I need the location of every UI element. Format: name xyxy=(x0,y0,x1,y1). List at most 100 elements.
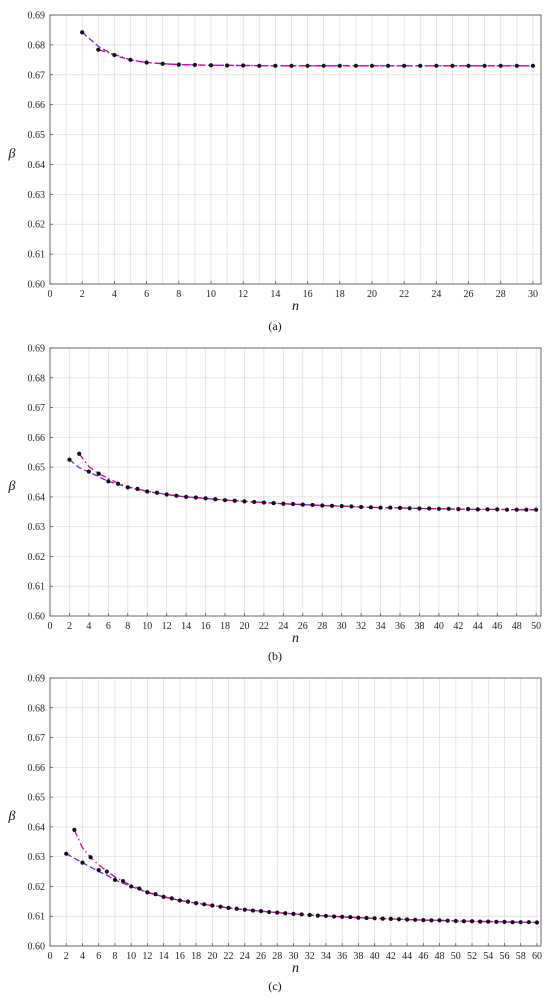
data-point xyxy=(518,920,523,925)
x-tick-label: 38 xyxy=(414,621,424,632)
x-axis-label: n xyxy=(292,299,299,314)
y-tick-label: 0.67 xyxy=(28,733,46,744)
data-point xyxy=(504,507,510,512)
data-point xyxy=(289,63,294,68)
data-point xyxy=(453,918,458,924)
data-point xyxy=(64,851,69,856)
x-tick-label: 16 xyxy=(201,621,211,632)
x-tick-label: 30 xyxy=(337,621,347,632)
x-tick-label: 16 xyxy=(303,289,313,300)
data-point xyxy=(291,911,296,916)
data-point xyxy=(385,63,391,68)
data-point xyxy=(232,498,237,503)
y-tick-label: 0.67 xyxy=(28,70,46,81)
y-tick-label: 0.65 xyxy=(28,463,46,474)
data-point xyxy=(144,60,149,65)
data-point xyxy=(510,920,515,925)
x-tick-label: 20 xyxy=(367,289,377,300)
data-point xyxy=(388,505,393,510)
y-tick-label: 0.61 xyxy=(28,250,46,261)
data-point xyxy=(164,492,169,497)
data-point xyxy=(445,918,450,923)
y-tick-label: 0.68 xyxy=(28,373,46,384)
data-point xyxy=(273,63,278,68)
data-point xyxy=(242,499,247,504)
x-tick-label: 54 xyxy=(483,951,493,962)
data-point xyxy=(321,63,326,68)
x-tick-label: 22 xyxy=(399,289,409,300)
data-point xyxy=(396,917,402,922)
x-tick-label: 32 xyxy=(356,621,366,632)
y-tick-label: 0.61 xyxy=(28,912,46,923)
data-point xyxy=(368,505,373,510)
data-point xyxy=(359,504,364,510)
y-tick-label: 0.63 xyxy=(28,190,46,201)
y-tick-label: 0.69 xyxy=(28,674,46,685)
data-point xyxy=(429,918,434,923)
x-tick-label: 0 xyxy=(48,621,53,632)
data-point xyxy=(161,894,166,899)
data-point xyxy=(502,919,507,924)
data-point xyxy=(112,877,118,882)
data-point xyxy=(331,914,337,919)
data-point xyxy=(154,490,160,495)
x-tick-label: 48 xyxy=(435,951,445,962)
x-tick-label: 28 xyxy=(272,951,282,962)
data-point xyxy=(339,504,344,509)
y-tick-label: 0.60 xyxy=(28,612,46,623)
data-point xyxy=(514,63,519,68)
data-point xyxy=(364,915,369,921)
data-point xyxy=(224,63,230,68)
x-tick-label: 16 xyxy=(175,951,185,962)
x-tick-label: 4 xyxy=(80,951,85,962)
x-tick-label: 18 xyxy=(335,289,345,300)
data-point xyxy=(281,501,286,506)
x-tick-label: 44 xyxy=(402,951,412,962)
data-point xyxy=(482,63,487,68)
data-point xyxy=(498,63,503,68)
panel-caption-c: (c) xyxy=(268,979,281,993)
data-point xyxy=(129,884,134,889)
y-tick-label: 0.60 xyxy=(28,280,46,291)
x-tick-label: 26 xyxy=(464,289,474,300)
y-tick-label: 0.69 xyxy=(28,344,46,355)
data-point xyxy=(145,489,150,494)
y-axis-label: β xyxy=(8,479,16,494)
x-tick-label: 30 xyxy=(528,289,538,300)
x-tick-label: 6 xyxy=(106,621,111,632)
data-point xyxy=(320,503,325,508)
data-point xyxy=(96,47,101,52)
data-point xyxy=(388,916,393,922)
data-point xyxy=(402,63,407,68)
data-point xyxy=(202,902,207,907)
data-point xyxy=(252,499,257,505)
data-point xyxy=(185,899,191,904)
x-tick-label: 36 xyxy=(337,951,347,962)
x-tick-label: 48 xyxy=(512,621,522,632)
x-axis-label: n xyxy=(292,631,299,646)
data-point xyxy=(315,913,320,918)
x-tick-label: 8 xyxy=(176,289,181,300)
data-point xyxy=(96,867,101,873)
y-tick-label: 0.67 xyxy=(28,403,46,414)
data-point xyxy=(104,869,109,874)
data-point xyxy=(283,911,288,916)
plot-frame-a xyxy=(49,14,542,285)
data-point xyxy=(67,457,72,462)
chart-panel-a: 0 2 4 6 8 10 12 14 16 18 20 22 24 26 28 300.600.610.620… xyxy=(8,11,542,333)
x-tick-label: 36 xyxy=(395,621,405,632)
x-tick-label: 18 xyxy=(191,951,201,962)
data-point xyxy=(348,915,353,920)
data-point xyxy=(169,896,174,901)
x-tick-label: 28 xyxy=(496,289,506,300)
y-axis-label: β xyxy=(8,147,16,162)
data-point xyxy=(353,63,358,68)
data-point xyxy=(417,506,422,511)
data-point xyxy=(397,505,403,511)
data-point xyxy=(88,855,93,860)
x-tick-label: 0 xyxy=(48,289,53,300)
x-tick-label: 46 xyxy=(492,621,502,632)
data-point xyxy=(369,63,375,68)
x-tick-label: 20 xyxy=(207,951,217,962)
data-point xyxy=(495,507,500,512)
